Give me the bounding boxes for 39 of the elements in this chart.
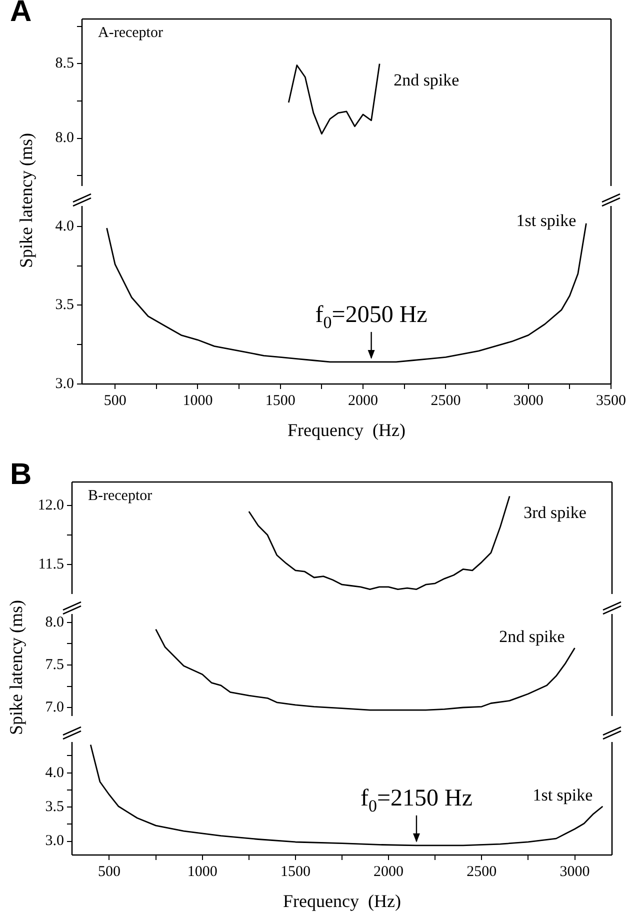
y-tick-label: 3.5 [45, 799, 64, 815]
series-label: 1st spike [516, 211, 576, 230]
x-axis-title: Frequency (Hz) [283, 890, 401, 911]
x-tick-label: 2000 [374, 864, 404, 880]
y-tick-label: 3.5 [55, 297, 74, 314]
chart-title: B [10, 458, 32, 492]
x-tick-label: 3500 [596, 392, 626, 409]
x-tick-label: 1000 [182, 392, 213, 409]
x-tick-label: 2500 [430, 392, 461, 409]
annotation: B-receptor [88, 488, 152, 504]
x-tick-label: 1500 [265, 392, 296, 409]
y-tick-label: 7.5 [45, 656, 64, 673]
y-tick-label: 8.0 [55, 130, 74, 146]
series-label: 3rd spike [524, 503, 586, 522]
x-tick-label: 3000 [513, 392, 544, 409]
series-label: 2nd spike [499, 627, 565, 646]
y-tick-label: 3.0 [45, 833, 64, 850]
y-tick-label: 3.0 [55, 376, 74, 392]
annotation: A-receptor [98, 25, 163, 41]
x-tick-label: 3000 [560, 864, 590, 880]
x-tick-label: 1000 [187, 864, 218, 880]
y-tick-label: 4.0 [45, 764, 64, 781]
series-label: 2nd spike [394, 70, 460, 90]
x-tick-label: 2500 [466, 864, 497, 880]
y-tick-label: 8.0 [45, 614, 64, 630]
y-tick-label: 8.5 [55, 56, 74, 72]
y-tick-label: 11.5 [38, 556, 64, 572]
y-tick-label: 7.0 [45, 699, 64, 716]
y-tick-label: 4.0 [55, 218, 74, 234]
x-tick-label: 2000 [348, 392, 378, 409]
x-axis-title: Frequency (Hz) [288, 420, 406, 440]
y-axis-title: Spike latency (ms) [6, 600, 27, 735]
chart-title: A [10, 0, 32, 29]
y-tick-label: 12.0 [38, 498, 64, 514]
x-tick-label: 500 [98, 864, 120, 880]
y-axis-title: Spike latency (ms) [16, 133, 37, 268]
x-tick-label: 1500 [280, 864, 310, 880]
series-label: 1st spike [532, 785, 593, 804]
x-tick-label: 500 [104, 392, 126, 409]
